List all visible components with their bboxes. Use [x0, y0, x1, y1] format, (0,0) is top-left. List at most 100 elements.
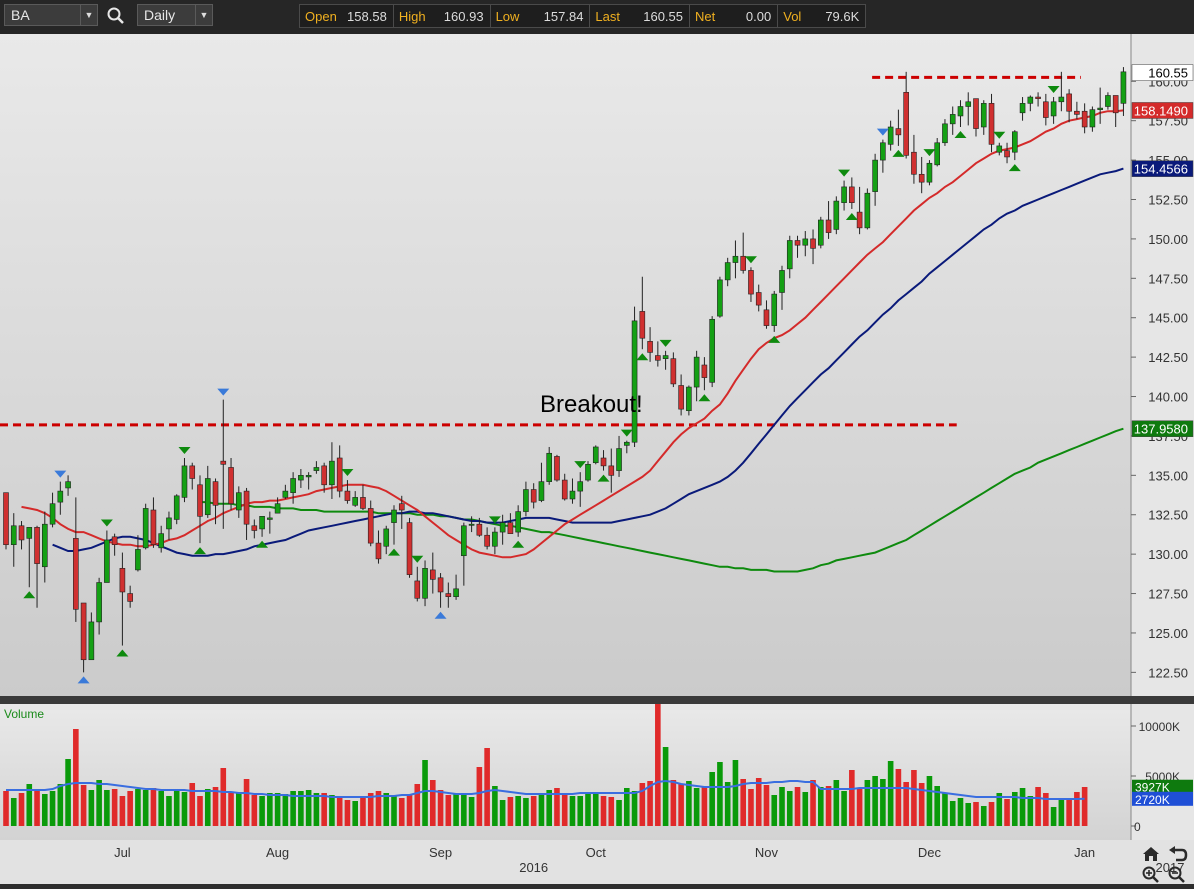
undo-icon[interactable]: [1169, 846, 1188, 862]
volume-bar-up: [422, 760, 428, 826]
candle-down: [507, 522, 514, 534]
volume-bar-down: [740, 779, 746, 826]
volume-bar-down: [849, 770, 855, 826]
interval-select[interactable]: Daily ▼: [137, 4, 213, 26]
volume-bar-down: [80, 785, 87, 826]
candle-up: [104, 539, 110, 583]
price-chart-canvas[interactable]: 122.50 125.00 127.50 130.00 132.50 135.00 137.…: [0, 34, 1194, 696]
symbol-value: BA: [11, 7, 30, 23]
candle-up: [934, 142, 941, 166]
candle-down: [973, 98, 979, 129]
volume-bar-up: [173, 790, 180, 826]
volume-bar-down: [321, 793, 327, 826]
volume-bar-down: [825, 786, 832, 826]
volume-bar-down: [561, 793, 568, 826]
price-label-box: [1131, 420, 1194, 437]
candle-up: [623, 441, 630, 446]
volume-bar-down: [608, 797, 615, 826]
month-label: Oct: [586, 845, 607, 860]
candle-up: [142, 508, 149, 549]
volume-bar-up: [142, 790, 149, 826]
candle-up: [515, 511, 521, 533]
volume-bar-down: [228, 793, 234, 826]
quote-label: Last: [595, 8, 620, 24]
candle-up: [942, 123, 948, 144]
interval-dropdown-arrow-icon[interactable]: ▼: [195, 5, 212, 25]
volume-axis-background: [1131, 704, 1194, 840]
volume-bar-down: [437, 790, 444, 826]
candle-up: [1050, 101, 1057, 117]
volume-bar-up: [352, 801, 358, 826]
volume-bar-up: [236, 792, 242, 826]
candle-up: [26, 527, 33, 539]
quote-value: 158.58: [347, 8, 387, 24]
volume-bar-up: [934, 786, 940, 826]
volume-bar-up: [949, 801, 956, 826]
candle-up: [926, 162, 933, 183]
quote-last: Last 160.55: [590, 5, 690, 27]
candle-up: [305, 475, 312, 478]
swing-low-marker: [116, 649, 129, 657]
quote-net: Net 0.00: [690, 5, 779, 27]
symbol-dropdown-arrow-icon[interactable]: ▼: [80, 5, 97, 25]
quote-label: High: [398, 8, 426, 24]
candle-down: [740, 255, 747, 271]
volume-bar-down: [476, 767, 483, 826]
candle-down: [911, 151, 917, 175]
candle-down: [251, 525, 258, 531]
price-chart[interactable]: 122.50 125.00 127.50 130.00 132.50 135.00 137.…: [0, 34, 1194, 696]
home-icon[interactable]: [1143, 847, 1159, 861]
quote-high: High 160.93: [394, 5, 491, 27]
volume-bar-up: [305, 790, 312, 826]
quote-label: Net: [695, 8, 716, 24]
candle-up: [1019, 103, 1026, 114]
pane-divider[interactable]: [0, 696, 1194, 704]
candle-down: [197, 484, 203, 517]
candle-down: [755, 292, 762, 306]
volume-bar-down: [647, 781, 653, 826]
swing-low-marker: [256, 540, 269, 548]
volume-bar-up: [96, 780, 102, 826]
volume-bar-up: [592, 792, 599, 826]
candle-up: [717, 279, 723, 317]
quote-value: 157.84: [543, 8, 584, 24]
candle-up: [1105, 95, 1111, 107]
candle-up: [422, 568, 428, 599]
candle-up: [732, 255, 739, 263]
volume-bar-up: [391, 796, 397, 826]
price-label-box: [1131, 160, 1194, 177]
candle-up: [173, 495, 180, 520]
symbol-input[interactable]: BA ▼: [4, 4, 98, 26]
volume-bar-down: [903, 782, 909, 826]
candle-up: [872, 159, 878, 192]
volume-bar-up: [313, 793, 320, 826]
search-icon[interactable]: [106, 6, 126, 26]
quote-value: 160.55: [643, 8, 683, 24]
candle-down: [127, 593, 133, 602]
volume-bar-up: [515, 796, 521, 826]
volume-bar-down: [445, 795, 452, 826]
candle-up: [1058, 96, 1065, 103]
zoom-in-icon[interactable]: [1142, 866, 1159, 883]
volume-label-box: [1132, 791, 1193, 806]
volume-bar-down: [794, 787, 801, 826]
candle-down: [414, 580, 421, 599]
candle-up: [577, 481, 584, 492]
price-tick-label: 147.50: [1148, 271, 1188, 286]
zoom-out-icon[interactable]: [1168, 866, 1185, 883]
volume-bar-up: [538, 795, 545, 826]
volume-bar-down: [988, 802, 995, 826]
candle-up: [259, 516, 265, 530]
candle-up: [57, 490, 64, 503]
volume-bar-down: [344, 800, 351, 826]
volume-bar-up: [290, 791, 296, 826]
candle-up: [352, 497, 359, 506]
candle-up: [841, 186, 847, 203]
candle-down: [243, 490, 250, 525]
volume-bar-up: [1058, 798, 1065, 826]
candle-down: [73, 538, 79, 610]
volume-chart[interactable]: Volume 10000K 5000K 0 3927K 2720K: [0, 681, 1194, 840]
time-axis[interactable]: Jul Aug Sep Oct Nov Dec Jan 2016 2017: [0, 840, 1194, 884]
candle-up: [282, 490, 289, 498]
